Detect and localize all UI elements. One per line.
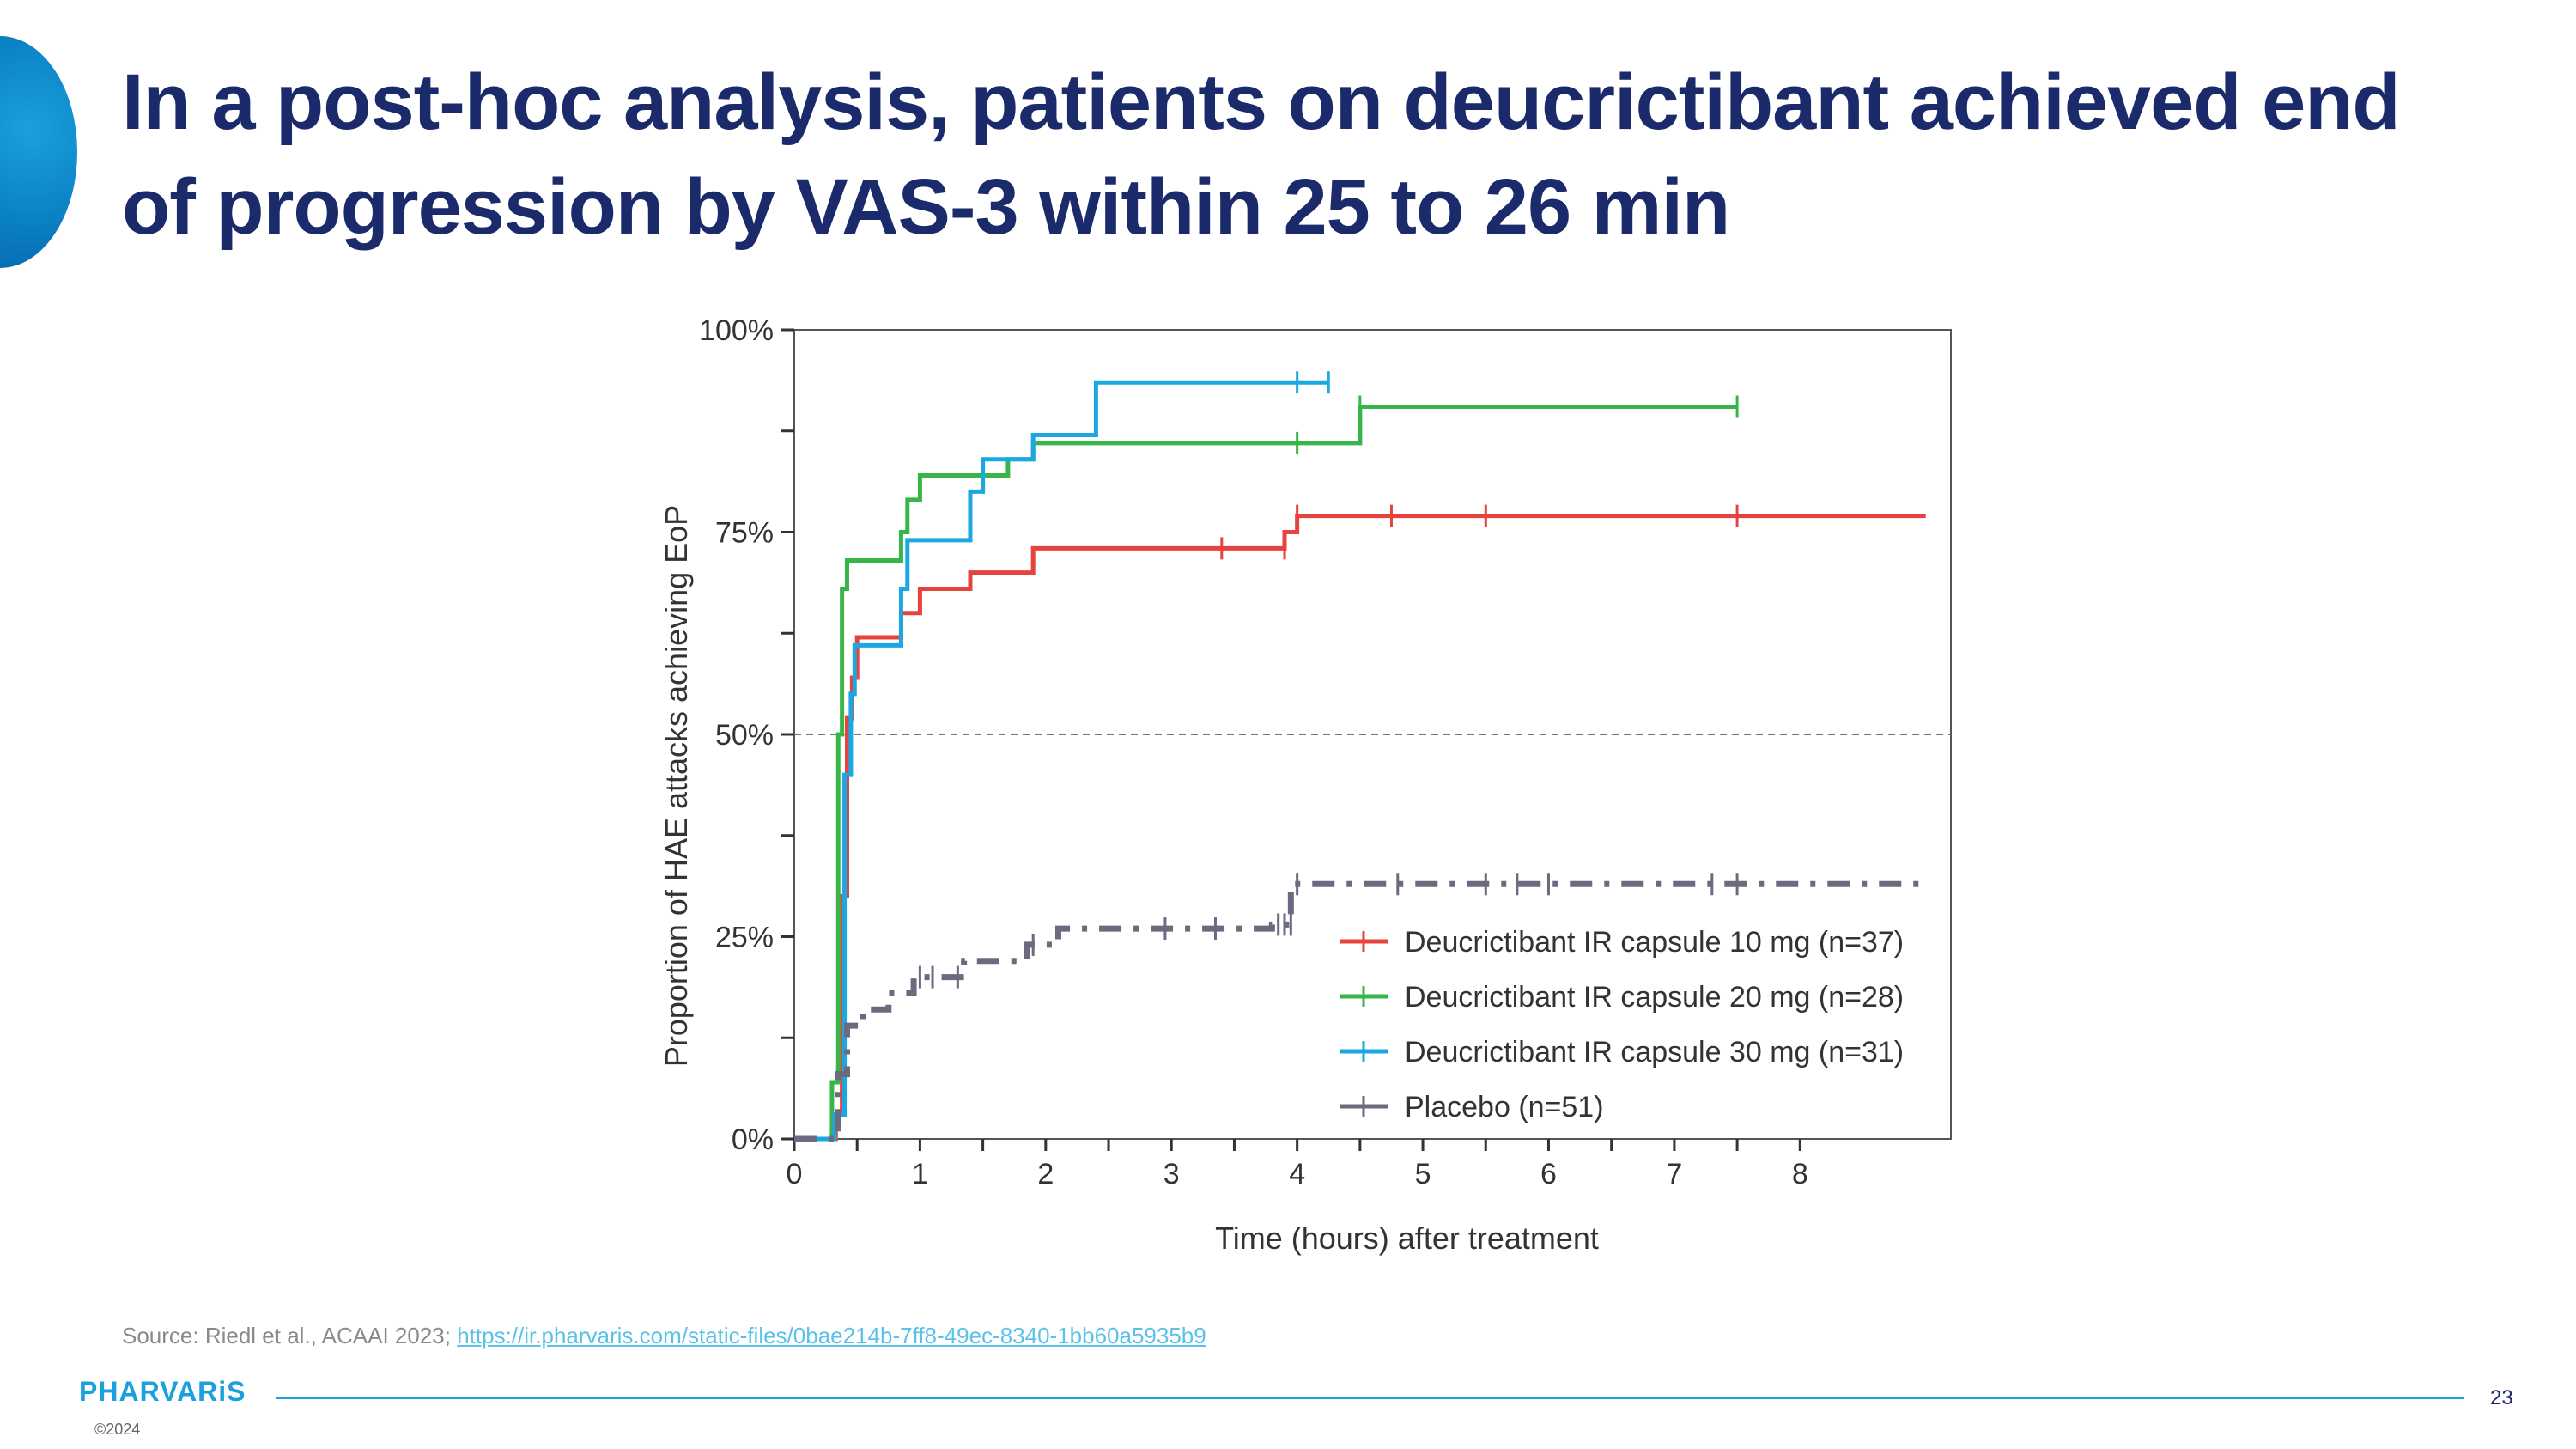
x-tick-label: 4 [1289, 1158, 1305, 1190]
y-tick-label: 0% [732, 1123, 774, 1156]
kaplan-meier-chart: 0 1 2 3 4 5 6 7 8 0% 25% 50% 75% 100% Deucrictibant I… [659, 314, 1952, 1256]
y-tick-label: 100% [699, 314, 774, 347]
y-axis-label: Proportion of HAE attacks achieving EoP [659, 505, 694, 1067]
copyright-text: ©2024 [94, 1421, 141, 1438]
series-line-3 [794, 380, 1329, 1142]
y-tick-label: 25% [715, 922, 774, 954]
chart-legend: Deucrictibant IR capsule 10 mg (n=37) Deu… [1340, 926, 1904, 1123]
page-number: 23 [2490, 1386, 2513, 1409]
x-axis-label: Time (hours) after treatment [1215, 1221, 1599, 1256]
source-text: Source: Riedl et al., ACAAI 2023; [122, 1323, 458, 1349]
legend-label-2: Deucrictibant IR capsule 20 mg (n=28) [1405, 981, 1904, 1014]
x-tick-label: 6 [1540, 1158, 1557, 1190]
x-tick-label: 3 [1163, 1158, 1180, 1190]
x-tick-label: 0 [787, 1158, 803, 1190]
slide-title: In a post-hoc analysis, patients on deuc… [122, 58, 2401, 251]
source-citation: Source: Riedl et al., ACAAI 2023; https:… [122, 1323, 1206, 1349]
y-tick-label: 75% [715, 517, 774, 550]
legend-label-4: Placebo (n=51) [1405, 1091, 1604, 1123]
source-link[interactable]: https://ir.pharvaris.com/static-files/0b… [457, 1323, 1206, 1349]
x-tick-label: 1 [912, 1158, 928, 1190]
x-tick-label: 5 [1415, 1158, 1431, 1190]
pharvaris-logo: PHARVARiS [79, 1376, 246, 1407]
x-tick-label: 7 [1666, 1158, 1682, 1190]
series-line-4 [794, 880, 1926, 1142]
x-tick-label: 8 [1792, 1158, 1808, 1190]
x-tick-label: 2 [1037, 1158, 1054, 1190]
y-tick-label: 50% [715, 719, 774, 752]
axis-ticks: 0 1 2 3 4 5 6 7 8 0% 25% 50% 75% 100% [699, 314, 1808, 1190]
legend-label-3: Deucrictibant IR capsule 30 mg (n=31) [1405, 1036, 1904, 1068]
footer-divider [276, 1397, 2464, 1399]
series-lines [794, 371, 1926, 1142]
legend-label-1: Deucrictibant IR capsule 10 mg (n=37) [1405, 926, 1904, 959]
